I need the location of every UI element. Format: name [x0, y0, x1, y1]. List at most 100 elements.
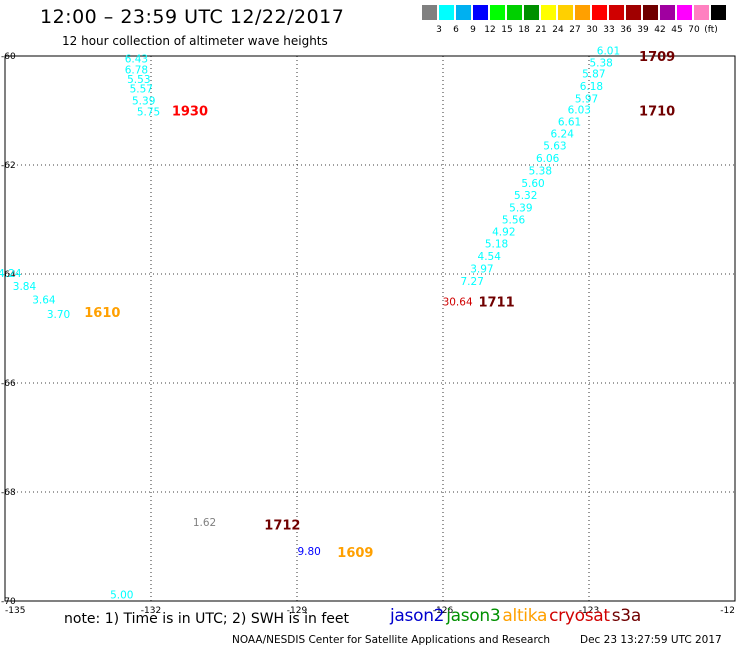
chart-title: 12:00 – 23:59 UTC 12/22/2017: [40, 6, 345, 28]
pass-time-label: 1709: [639, 50, 675, 65]
scale-swatch: [507, 5, 522, 20]
wave-height-value: 4.54: [478, 251, 502, 263]
credit-line: NOAA/NESDIS Center for Satellite Applica…: [232, 634, 550, 646]
wave-height-value: 6.43: [125, 54, 148, 66]
x-tick-label: -135: [5, 606, 25, 616]
scale-label: 36: [620, 25, 632, 35]
scale-swatch: [541, 5, 556, 20]
axis-ticks: -135 -132 -129 -126 -123 -12 -60 -62 -64 -66 -68 -7…: [1, 52, 735, 616]
legend-entry-altika: altika: [502, 606, 548, 626]
scale-label: 39: [637, 25, 649, 35]
pass-labels: 1930 1709 1710 1711 1610 1712 1609: [84, 50, 675, 561]
scale-swatch: [524, 5, 539, 20]
pass-time-label: 1710: [639, 105, 675, 120]
legend-entry-jason3: jason3: [446, 606, 501, 626]
scale-label: 27: [569, 25, 581, 35]
scale-label: 6: [453, 25, 459, 35]
wave-height-value: 3.97: [470, 264, 493, 276]
scale-label: 15: [501, 25, 513, 35]
scale-label: 30: [586, 25, 598, 35]
wave-height-value: 5.56: [502, 215, 526, 227]
generation-timestamp: Dec 23 13:27:59 UTC 2017: [580, 634, 722, 646]
pass-time-label: 1930: [172, 105, 208, 120]
grid-lines: [5, 56, 735, 601]
wave-height-value: 5.32: [514, 190, 537, 202]
legend-entry-jason2: jason2: [390, 606, 445, 626]
scale-swatch: [609, 5, 624, 20]
plot-frame: [4, 55, 736, 602]
legend-entry-s3a: s3a: [611, 606, 642, 626]
scale-swatch: [660, 5, 675, 20]
x-tick-label: -12: [720, 606, 735, 616]
wave-height-value: 5.87: [582, 68, 605, 80]
y-tick-label: -68: [1, 488, 16, 498]
scale-label: 21: [535, 25, 547, 35]
wave-height-value: 4.92: [492, 226, 515, 238]
scale-label: (ft): [704, 25, 718, 35]
y-tick-label: -60: [1, 52, 16, 62]
wave-height-value: 3.64: [32, 295, 56, 307]
wave-height-value: 6.01: [597, 46, 620, 58]
wave-height-value: 5.38: [529, 165, 552, 177]
scale-swatch: [456, 5, 471, 20]
wave-height-value: 5.97: [575, 94, 598, 106]
scale-swatch: [592, 5, 607, 20]
x-tick-label: -126: [433, 606, 454, 616]
scale-swatch: [677, 5, 692, 20]
scale-label: 3: [436, 25, 442, 35]
scale-label: 12: [484, 25, 496, 35]
wave-height-value: 1.62: [193, 517, 216, 529]
satellite-legend: jason2 jason3 altika cryosat s3a: [390, 606, 643, 626]
wave-height-value: 7.27: [461, 276, 484, 288]
pass-time-label: 1711: [478, 295, 514, 310]
wave-height-value: 5.39: [132, 96, 155, 108]
chart-subtitle: 12 hour collection of altimeter wave hei…: [62, 34, 328, 48]
scale-swatch: [643, 5, 658, 20]
scale-label: 70: [688, 25, 700, 35]
wave-height-value: 6.78: [125, 65, 148, 77]
legend-entry-cryosat: cryosat: [549, 606, 610, 626]
wave-height-value: 6.61: [558, 116, 581, 128]
scale-swatch: [558, 5, 573, 20]
wave-height-value: 5.18: [485, 238, 508, 250]
wave-height-value: 5.60: [521, 178, 544, 190]
scale-label: 33: [603, 25, 615, 35]
wave-height-value: 5.00: [110, 589, 133, 601]
scale-swatch: [626, 5, 641, 20]
wave-height-value: 5.53: [127, 74, 150, 86]
y-tick-label: -64: [1, 270, 16, 280]
observations: 6.436.785.535.575.395.756.015.385.876.18…: [0, 46, 620, 602]
wave-height-value: 5.75: [137, 107, 160, 119]
wave-height-value: 6.24: [551, 128, 575, 140]
wave-height-value: 6.18: [580, 81, 603, 93]
x-tick-label: -132: [141, 606, 161, 616]
x-tick-label: -129: [287, 606, 308, 616]
wave-height-value: 5.63: [543, 140, 566, 152]
x-tick-label: -123: [579, 606, 599, 616]
wave-height-value: 3.84: [13, 281, 37, 293]
wave-height-value: 5.57: [130, 84, 153, 96]
scale-label: 9: [470, 25, 476, 35]
scale-swatch: [422, 5, 437, 20]
scale-label: 24: [552, 25, 564, 35]
wave-height-value: 5.39: [509, 203, 532, 215]
wave-height-value: 6.03: [568, 104, 591, 116]
pass-time-label: 1610: [84, 306, 120, 321]
wave-height-value: 30.64: [443, 296, 473, 308]
scale-swatch: [439, 5, 454, 20]
pass-time-label: 1609: [337, 546, 373, 561]
wave-height-value: 6.06: [536, 153, 560, 165]
wave-height-value: 4.24: [0, 268, 22, 280]
y-tick-label: -70: [1, 597, 16, 607]
footnote: note: 1) Time is in UTC; 2) SWH is in fe…: [64, 611, 350, 627]
scale-label: 45: [671, 25, 683, 35]
scale-swatch: [711, 5, 726, 20]
scale-swatch: [575, 5, 590, 20]
pass-time-label: 1712: [264, 519, 300, 534]
y-tick-label: -66: [1, 379, 16, 389]
wave-height-value: 5.38: [589, 58, 612, 70]
y-tick-label: -62: [1, 161, 16, 171]
scale-swatch: [473, 5, 488, 20]
scale-swatch: [490, 5, 505, 20]
